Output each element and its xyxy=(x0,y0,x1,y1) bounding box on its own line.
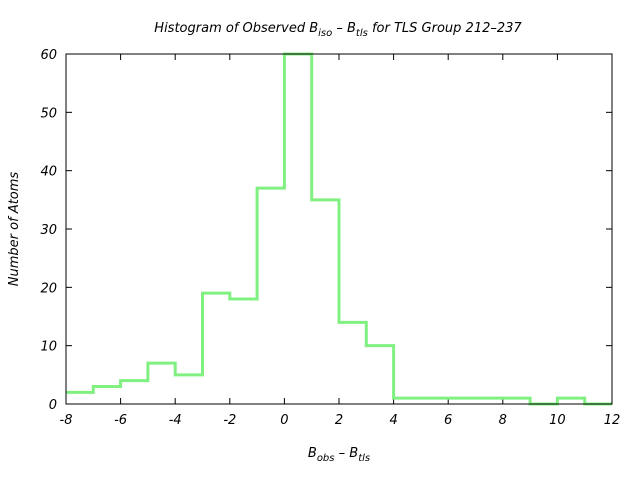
x-tick-label: 4 xyxy=(389,413,397,428)
histogram-bar xyxy=(284,54,311,404)
x-tick-label: -2 xyxy=(223,413,236,428)
histogram-bar xyxy=(121,381,148,404)
x-tick-label: 12 xyxy=(604,413,621,428)
y-axis-label: Number of Atoms xyxy=(7,172,22,287)
histogram-bar xyxy=(203,293,230,404)
y-tick-label: 30 xyxy=(40,223,57,238)
x-tick-label: -8 xyxy=(60,413,73,428)
histogram-bar xyxy=(93,387,120,405)
y-tick-label: 40 xyxy=(40,165,57,180)
x-tick-label: -4 xyxy=(169,413,182,428)
chart-title: Histogram of Observed Biso – Btls for TL… xyxy=(154,21,522,39)
x-tick-label: 2 xyxy=(335,413,343,428)
x-tick-label: 0 xyxy=(280,413,288,428)
histogram-bar xyxy=(257,188,284,404)
histogram-step-line xyxy=(66,52,612,406)
x-tick-label: 8 xyxy=(499,413,507,428)
histogram-bar xyxy=(66,392,93,404)
y-tick-label: 50 xyxy=(40,106,57,121)
histogram-bar xyxy=(339,322,366,404)
x-tick-label: 10 xyxy=(549,413,566,428)
plot-frame xyxy=(65,53,613,405)
y-tick-label: 60 xyxy=(40,48,57,63)
tick-labels: -8 -6 -4 -2 0 2 4 6 8 10 12 0 10 20 30 40 50 60 xyxy=(40,48,620,428)
histogram-bar xyxy=(312,200,339,404)
x-tick-label: 6 xyxy=(444,413,452,428)
x-tick-label: -6 xyxy=(114,413,127,428)
histogram-bars xyxy=(66,54,585,404)
histogram-bar xyxy=(230,299,257,404)
histogram-bar xyxy=(366,346,393,404)
y-tick-label: 10 xyxy=(40,340,57,355)
histogram-bar xyxy=(175,375,202,404)
y-tick-label: 0 xyxy=(49,398,57,413)
y-tick-label: 20 xyxy=(40,281,57,296)
x-axis-label: Bobs – Btls xyxy=(308,446,370,464)
histogram-bar xyxy=(148,363,175,404)
